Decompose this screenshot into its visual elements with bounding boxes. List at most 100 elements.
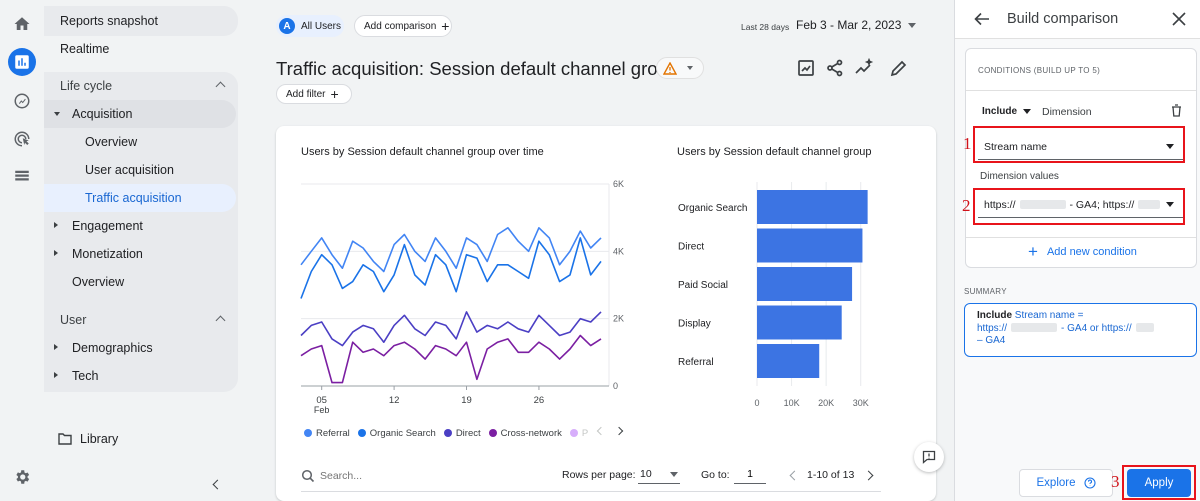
edit-icon[interactable] bbox=[889, 58, 909, 78]
insights-icon[interactable] bbox=[854, 57, 874, 78]
icon-rail bbox=[0, 0, 44, 501]
highlight-box-3 bbox=[1122, 465, 1196, 500]
feedback-button[interactable] bbox=[914, 442, 944, 472]
legend-item[interactable]: Direct bbox=[443, 428, 481, 439]
bar[interactable] bbox=[757, 344, 820, 378]
add-new-condition-button[interactable]: + Add new condition bbox=[1028, 243, 1137, 260]
bar[interactable] bbox=[757, 267, 853, 301]
expand-arrow-icon bbox=[54, 222, 58, 228]
bar[interactable] bbox=[757, 305, 842, 340]
series-line-direct[interactable] bbox=[300, 311, 602, 347]
summary-box: Include Stream name = https:// - GA4 or h… bbox=[964, 303, 1197, 357]
advertising-icon[interactable] bbox=[8, 125, 36, 153]
goto-page-input[interactable] bbox=[734, 465, 766, 484]
series-line-referral[interactable] bbox=[300, 226, 602, 273]
legend-item[interactable]: P bbox=[569, 427, 589, 439]
table-search-input[interactable] bbox=[320, 467, 470, 485]
home-icon[interactable] bbox=[8, 10, 36, 38]
share-icon[interactable] bbox=[825, 58, 845, 78]
reports-icon[interactable] bbox=[8, 48, 36, 76]
bar-category-label: Referral bbox=[678, 357, 714, 368]
explore-label: Explore bbox=[1036, 477, 1076, 489]
main-content: A All Users Add comparison + Last 28 day… bbox=[244, 0, 948, 501]
lifecycle-header[interactable]: Life cycle bbox=[60, 72, 240, 100]
legend-swatch bbox=[488, 429, 497, 437]
bar-category-label: Direct bbox=[678, 242, 704, 253]
configure-icon[interactable] bbox=[8, 162, 36, 190]
legend-item[interactable]: Organic Search bbox=[357, 427, 436, 439]
segment-badge: A bbox=[279, 18, 295, 34]
expand-arrow-icon bbox=[54, 112, 60, 116]
marker-3: 3 bbox=[1111, 472, 1120, 491]
legend-item[interactable]: Referral bbox=[304, 428, 350, 439]
nav-monetization[interactable]: Monetization bbox=[44, 240, 143, 268]
nav-engagement[interactable]: Engagement bbox=[44, 212, 143, 240]
summary-line-2b: - GA4 or https:// bbox=[1061, 322, 1132, 334]
title-warning-dropdown[interactable] bbox=[656, 57, 704, 79]
summary-include: Include bbox=[977, 310, 1013, 321]
close-icon[interactable] bbox=[1171, 11, 1187, 27]
plus-icon: + bbox=[441, 18, 450, 34]
delete-condition-icon[interactable] bbox=[1171, 104, 1182, 122]
nav-demographics[interactable]: Demographics bbox=[44, 334, 153, 362]
add-comparison-button[interactable]: Add comparison + bbox=[354, 15, 452, 37]
dimension-value-mid: - GA4; https:// bbox=[1069, 198, 1135, 211]
warning-icon bbox=[663, 61, 677, 75]
nav-lifecycle-overview[interactable]: Overview bbox=[72, 275, 125, 289]
nav-acquisition[interactable]: Acquisition bbox=[44, 100, 236, 128]
legend-item[interactable]: Cross-network bbox=[488, 428, 562, 439]
x-tick-label: 10K bbox=[784, 398, 800, 408]
stream-name-select[interactable]: Stream name bbox=[978, 134, 1184, 160]
rows-per-page-select[interactable]: 10 bbox=[638, 465, 680, 484]
nav-traffic-acquisition-label: Traffic acquisition bbox=[85, 191, 182, 205]
pager-label: 1-10 of 13 bbox=[807, 469, 855, 481]
reports-snapshot-card bbox=[44, 6, 238, 36]
explore-icon[interactable] bbox=[8, 87, 36, 115]
panel-divider bbox=[955, 38, 1200, 39]
y-tick-label: 6K bbox=[613, 179, 624, 189]
nav-library[interactable]: Library bbox=[58, 425, 118, 453]
help-icon bbox=[1083, 477, 1096, 489]
user-label: User bbox=[60, 313, 87, 327]
legend-label: Organic Search bbox=[369, 427, 436, 439]
y-tick-label: 0 bbox=[613, 381, 618, 391]
nav-monetization-label: Monetization bbox=[72, 247, 143, 261]
user-header[interactable]: User bbox=[60, 306, 240, 334]
expand-arrow-icon bbox=[54, 344, 58, 350]
date-range-selector[interactable]: Feb 3 - Mar 2, 2023 bbox=[796, 18, 917, 32]
expand-arrow-icon bbox=[54, 250, 58, 256]
nav-tech[interactable]: Tech bbox=[44, 362, 98, 390]
collapse-nav-icon[interactable] bbox=[212, 479, 223, 490]
bar[interactable] bbox=[757, 190, 868, 224]
series-line-organic-search[interactable] bbox=[300, 237, 602, 299]
nav-user-acquisition[interactable]: User acquisition bbox=[85, 163, 174, 177]
nav-realtime[interactable]: Realtime bbox=[60, 42, 110, 56]
conditions-divider bbox=[966, 90, 1196, 91]
nav-overview[interactable]: Overview bbox=[85, 135, 138, 149]
x-tick-label: 26 bbox=[534, 395, 545, 406]
segment-chip[interactable]: A All Users bbox=[276, 15, 344, 37]
highlight-box-2 bbox=[973, 188, 1185, 225]
dimension-value-start: https:// bbox=[984, 198, 1016, 211]
line-chart-title: Users by Session default channel group o… bbox=[301, 146, 544, 158]
add-filter-button[interactable]: Add filter + bbox=[276, 84, 352, 104]
nav-reports-snapshot[interactable]: Reports snapshot bbox=[60, 14, 158, 28]
nav-traffic-acquisition[interactable]: Traffic acquisition bbox=[44, 184, 236, 212]
series-line-cross-network[interactable] bbox=[300, 334, 602, 384]
apply-button[interactable]: Apply bbox=[1127, 469, 1191, 497]
include-select[interactable]: Include bbox=[982, 106, 1032, 117]
explore-button[interactable]: Explore bbox=[1019, 469, 1113, 497]
legend-label: P bbox=[581, 427, 589, 439]
goto-label: Go to: bbox=[701, 469, 730, 481]
legend-swatch bbox=[304, 429, 312, 437]
bar[interactable] bbox=[757, 228, 863, 263]
x-tick-label: 05 bbox=[316, 395, 327, 406]
user-card bbox=[44, 306, 238, 392]
customize-report-icon[interactable] bbox=[796, 58, 816, 78]
folder-icon bbox=[58, 433, 72, 445]
dimension-values-select[interactable]: https:// - GA4; https:// bbox=[978, 192, 1184, 218]
highlight-box-1 bbox=[973, 126, 1185, 163]
settings-icon[interactable] bbox=[8, 463, 36, 491]
back-arrow-icon[interactable] bbox=[973, 10, 991, 28]
table-toolbar bbox=[301, 458, 881, 492]
